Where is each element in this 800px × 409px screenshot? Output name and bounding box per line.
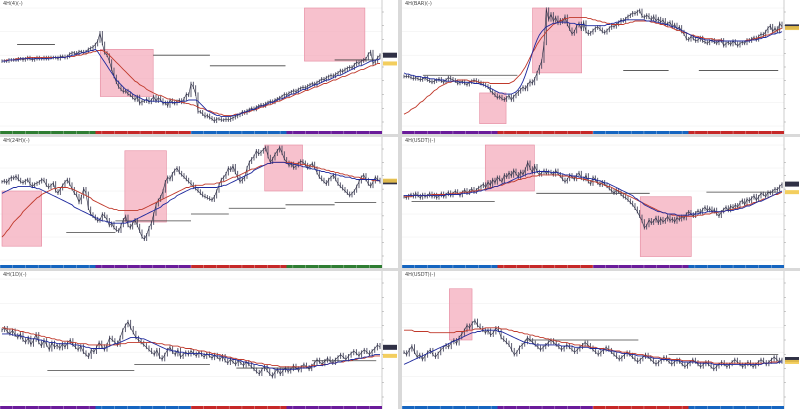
price-line — [1, 146, 381, 240]
time-strip-segment — [688, 265, 784, 268]
panel-title: 4H(USDT)(-) — [405, 138, 436, 144]
panel-divider — [0, 134, 800, 137]
time-strip-segment — [95, 406, 191, 409]
ma-price-marker — [383, 61, 397, 66]
highlight-zone — [304, 7, 366, 62]
time-strip-segment — [497, 265, 593, 268]
last-price-marker — [785, 357, 799, 363]
chart-panel-6: 4H(USDT)(-) — [402, 271, 800, 409]
fast-ma-line — [403, 19, 783, 95]
time-strip-segment — [593, 131, 689, 134]
y-axis-area — [382, 0, 398, 134]
panel-divider — [0, 268, 800, 271]
chart-svg — [0, 271, 398, 409]
chart-svg — [402, 137, 800, 268]
time-strip-segment — [497, 406, 593, 409]
panel-title: 4H(1D)(-) — [3, 272, 27, 278]
y-axis-area — [784, 0, 800, 134]
panel-title: 4H(24H)(-) — [3, 138, 30, 144]
chart-panel-1: 4H(4)(-) — [0, 0, 398, 134]
y-axis-area — [382, 271, 398, 409]
time-strip-segment — [593, 265, 689, 268]
chart-panel-5: 4H(1D)(-) — [0, 271, 398, 409]
highlight-zone — [264, 144, 303, 192]
panel-title: 4H(USDT)(-) — [405, 272, 436, 278]
fast-ma-line — [403, 329, 782, 365]
panel-title: 4H(BAR)(-) — [405, 1, 432, 7]
chart-panel-2: 4H(BAR)(-) — [402, 0, 800, 134]
fast-ma-line — [2, 333, 380, 370]
panel-divider — [398, 0, 402, 409]
time-strip-segment — [402, 406, 498, 409]
chart-panel-4: 4H(USDT)(-) — [402, 137, 800, 268]
highlight-zone — [484, 144, 535, 192]
chart-svg — [0, 137, 398, 268]
ma-price-marker — [383, 178, 397, 183]
time-strip-segment — [286, 406, 382, 409]
time-strip-segment — [191, 406, 287, 409]
chart-panel-3: 4H(24H)(-) — [0, 137, 398, 268]
last-price-marker — [785, 181, 799, 187]
highlight-zone — [532, 7, 582, 74]
ma-price-marker — [785, 26, 799, 31]
time-strip-segment — [286, 131, 382, 134]
time-strip-segment — [402, 131, 498, 134]
ma-price-marker — [785, 190, 799, 195]
panel-title: 4H(4)(-) — [3, 1, 23, 7]
time-strip-segment — [497, 131, 593, 134]
time-strip-segment — [0, 265, 96, 268]
price-line — [1, 321, 381, 378]
chart-svg — [0, 0, 398, 134]
fast-ma-line — [404, 171, 783, 216]
time-strip-segment — [593, 406, 689, 409]
ma-price-marker — [785, 359, 799, 364]
time-strip-segment — [688, 131, 784, 134]
y-axis-area — [382, 137, 398, 268]
chart-svg — [402, 0, 800, 134]
last-price-marker — [383, 52, 397, 58]
highlight-zone — [124, 150, 167, 223]
slow-ma-line — [403, 16, 783, 115]
fast-ma-line — [1, 161, 380, 224]
ma-price-marker — [383, 353, 397, 358]
last-price-marker — [383, 344, 397, 350]
time-strip-segment — [95, 131, 191, 134]
time-strip-segment — [191, 131, 287, 134]
time-strip-segment — [286, 265, 382, 268]
time-strip-segment — [688, 406, 784, 409]
slow-ma-line — [404, 327, 782, 364]
y-axis-area — [784, 137, 800, 268]
price-line — [403, 161, 783, 229]
price-line — [404, 9, 783, 101]
time-strip-segment — [95, 265, 191, 268]
slow-ma-line — [1, 161, 380, 238]
chart-svg — [402, 271, 800, 409]
fast-ma-line — [2, 48, 381, 118]
y-axis-area — [784, 271, 800, 409]
time-strip-segment — [191, 265, 287, 268]
time-strip-segment — [0, 131, 96, 134]
time-strip-segment — [0, 406, 96, 409]
time-strip-segment — [402, 265, 498, 268]
